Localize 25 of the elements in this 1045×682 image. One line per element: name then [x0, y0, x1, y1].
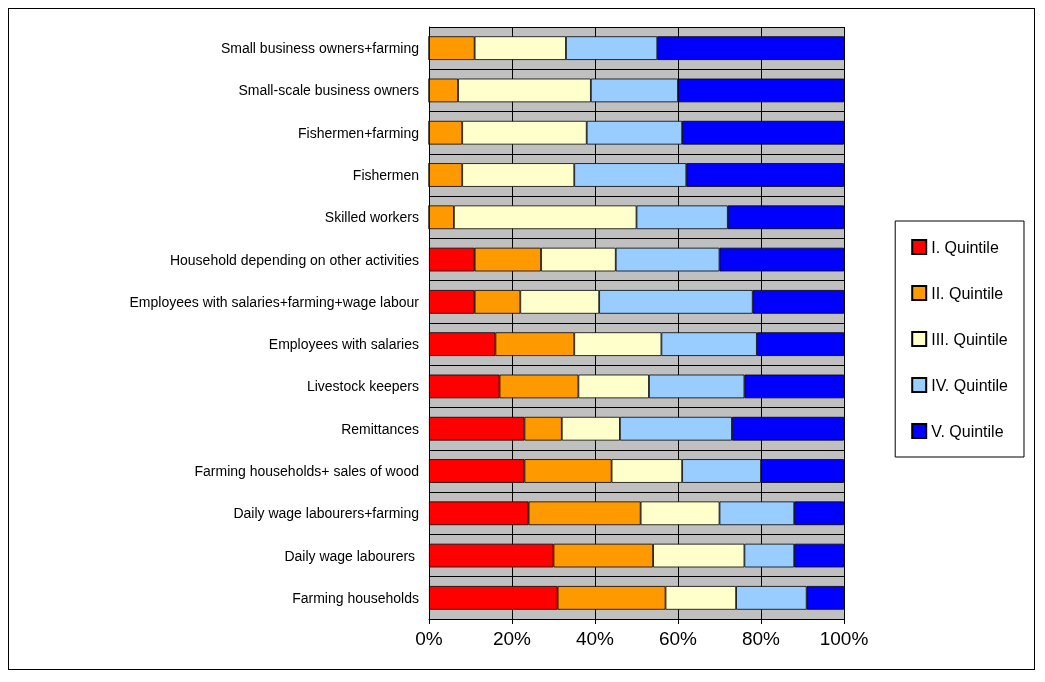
x-tick-label: 20%	[492, 628, 532, 649]
y-tick-label: Farming households+ sales of wood	[194, 463, 419, 479]
x-tick-label: 60%	[658, 628, 698, 649]
legend-label: IV. Quintile	[931, 376, 1009, 394]
y-tick-label: Small business owners+farming	[220, 40, 419, 57]
y-tick-label: Livestock keepers	[306, 378, 419, 395]
y-tick-label: Daily wage labourers+farming	[233, 505, 419, 522]
x-tick-label: 100%	[819, 628, 869, 649]
y-tick-label: Daily wage labourers	[284, 547, 419, 564]
y-tick-label: Small-scale business owners	[238, 82, 419, 99]
y-tick-label: Fishermen	[352, 167, 419, 183]
legend-label: V. Quintile	[931, 422, 1004, 440]
x-tick-label: 0%	[415, 628, 443, 649]
y-tick-label: Farming households	[292, 589, 419, 606]
y-tick-label: Remittances	[341, 420, 419, 437]
y-tick-label: Fishermen+farming	[298, 124, 419, 141]
y-tick-label: Skilled workers	[324, 209, 419, 226]
legend-label: II. Quintile	[931, 284, 1004, 302]
x-tick-label: 80%	[741, 628, 781, 649]
y-tick-label: Employees with salaries	[268, 336, 419, 353]
legend-label: I. Quintile	[931, 238, 999, 256]
legend-label: III. Quintile	[931, 330, 1008, 348]
y-tick-label: Household depending on other activities	[169, 251, 419, 268]
y-tick-label: Employees with salaries+farming+wage labour	[129, 293, 420, 310]
x-tick-label: 40%	[575, 628, 615, 649]
